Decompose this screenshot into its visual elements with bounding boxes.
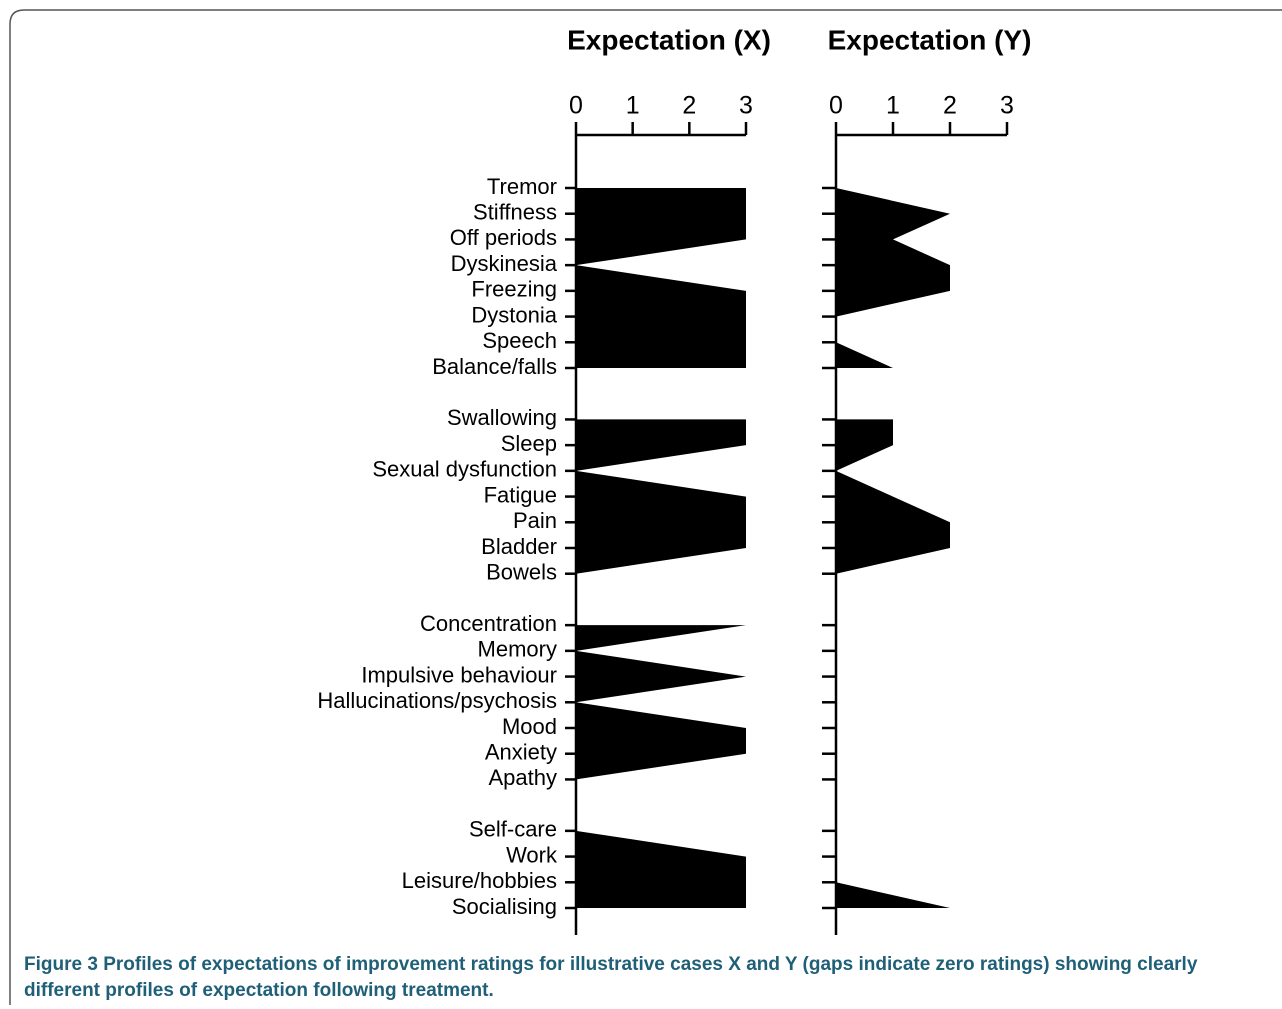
category-label: Concentration <box>420 611 557 636</box>
panel-title: Expectation (Y) <box>828 24 1032 55</box>
category-label: Speech <box>482 328 557 353</box>
x-tick-label: 2 <box>682 92 696 120</box>
category-label: Bladder <box>481 534 557 559</box>
category-label: Sleep <box>501 431 557 456</box>
category-label: Fatigue <box>484 482 557 507</box>
x-tick-label: 0 <box>569 92 583 120</box>
category-label: Sexual dysfunction <box>372 457 557 482</box>
category-label: Pain <box>513 508 557 533</box>
x-tick-label: 0 <box>829 92 843 120</box>
caption: Figure 3 Profiles of expectations of imp… <box>24 952 1254 1004</box>
category-label: Swallowing <box>447 405 557 430</box>
caption-text: Profiles of expectations of improvement … <box>24 954 1198 1001</box>
category-label: Work <box>506 842 558 867</box>
caption-label: Figure 3 <box>24 954 98 975</box>
category-label: Dystonia <box>471 302 557 327</box>
category-label: Off periods <box>450 225 557 250</box>
category-label: Memory <box>478 637 557 662</box>
category-label: Apathy <box>489 765 558 790</box>
category-label: Dyskinesia <box>451 251 558 276</box>
x-tick-label: 1 <box>886 92 900 120</box>
category-label: Stiffness <box>473 200 557 225</box>
x-tick-label: 2 <box>943 92 957 120</box>
profile-area <box>576 419 746 574</box>
x-tick-label: 3 <box>739 92 753 120</box>
profile-area <box>836 419 950 574</box>
profile-area <box>836 188 950 368</box>
profile-area <box>836 830 950 908</box>
profile-area <box>576 625 746 780</box>
category-label: Freezing <box>471 277 557 302</box>
frame <box>9 9 1282 1005</box>
category-label: Anxiety <box>485 740 557 765</box>
x-tick-label: 1 <box>626 92 640 120</box>
category-label: Impulsive behaviour <box>361 662 557 687</box>
category-label: Balance/falls <box>432 354 557 379</box>
category-label: Tremor <box>487 174 557 199</box>
profile-area <box>576 830 746 908</box>
category-label: Mood <box>502 714 557 739</box>
category-label: Leisure/hobbies <box>402 868 557 893</box>
category-label: Socialising <box>452 894 557 919</box>
category-label: Hallucinations/psychosis <box>317 688 557 713</box>
category-label: Bowels <box>486 560 557 585</box>
panel-title: Expectation (X) <box>567 24 771 55</box>
category-label: Self-care <box>469 817 557 842</box>
profile-area <box>576 188 746 368</box>
x-tick-label: 3 <box>1000 92 1014 120</box>
